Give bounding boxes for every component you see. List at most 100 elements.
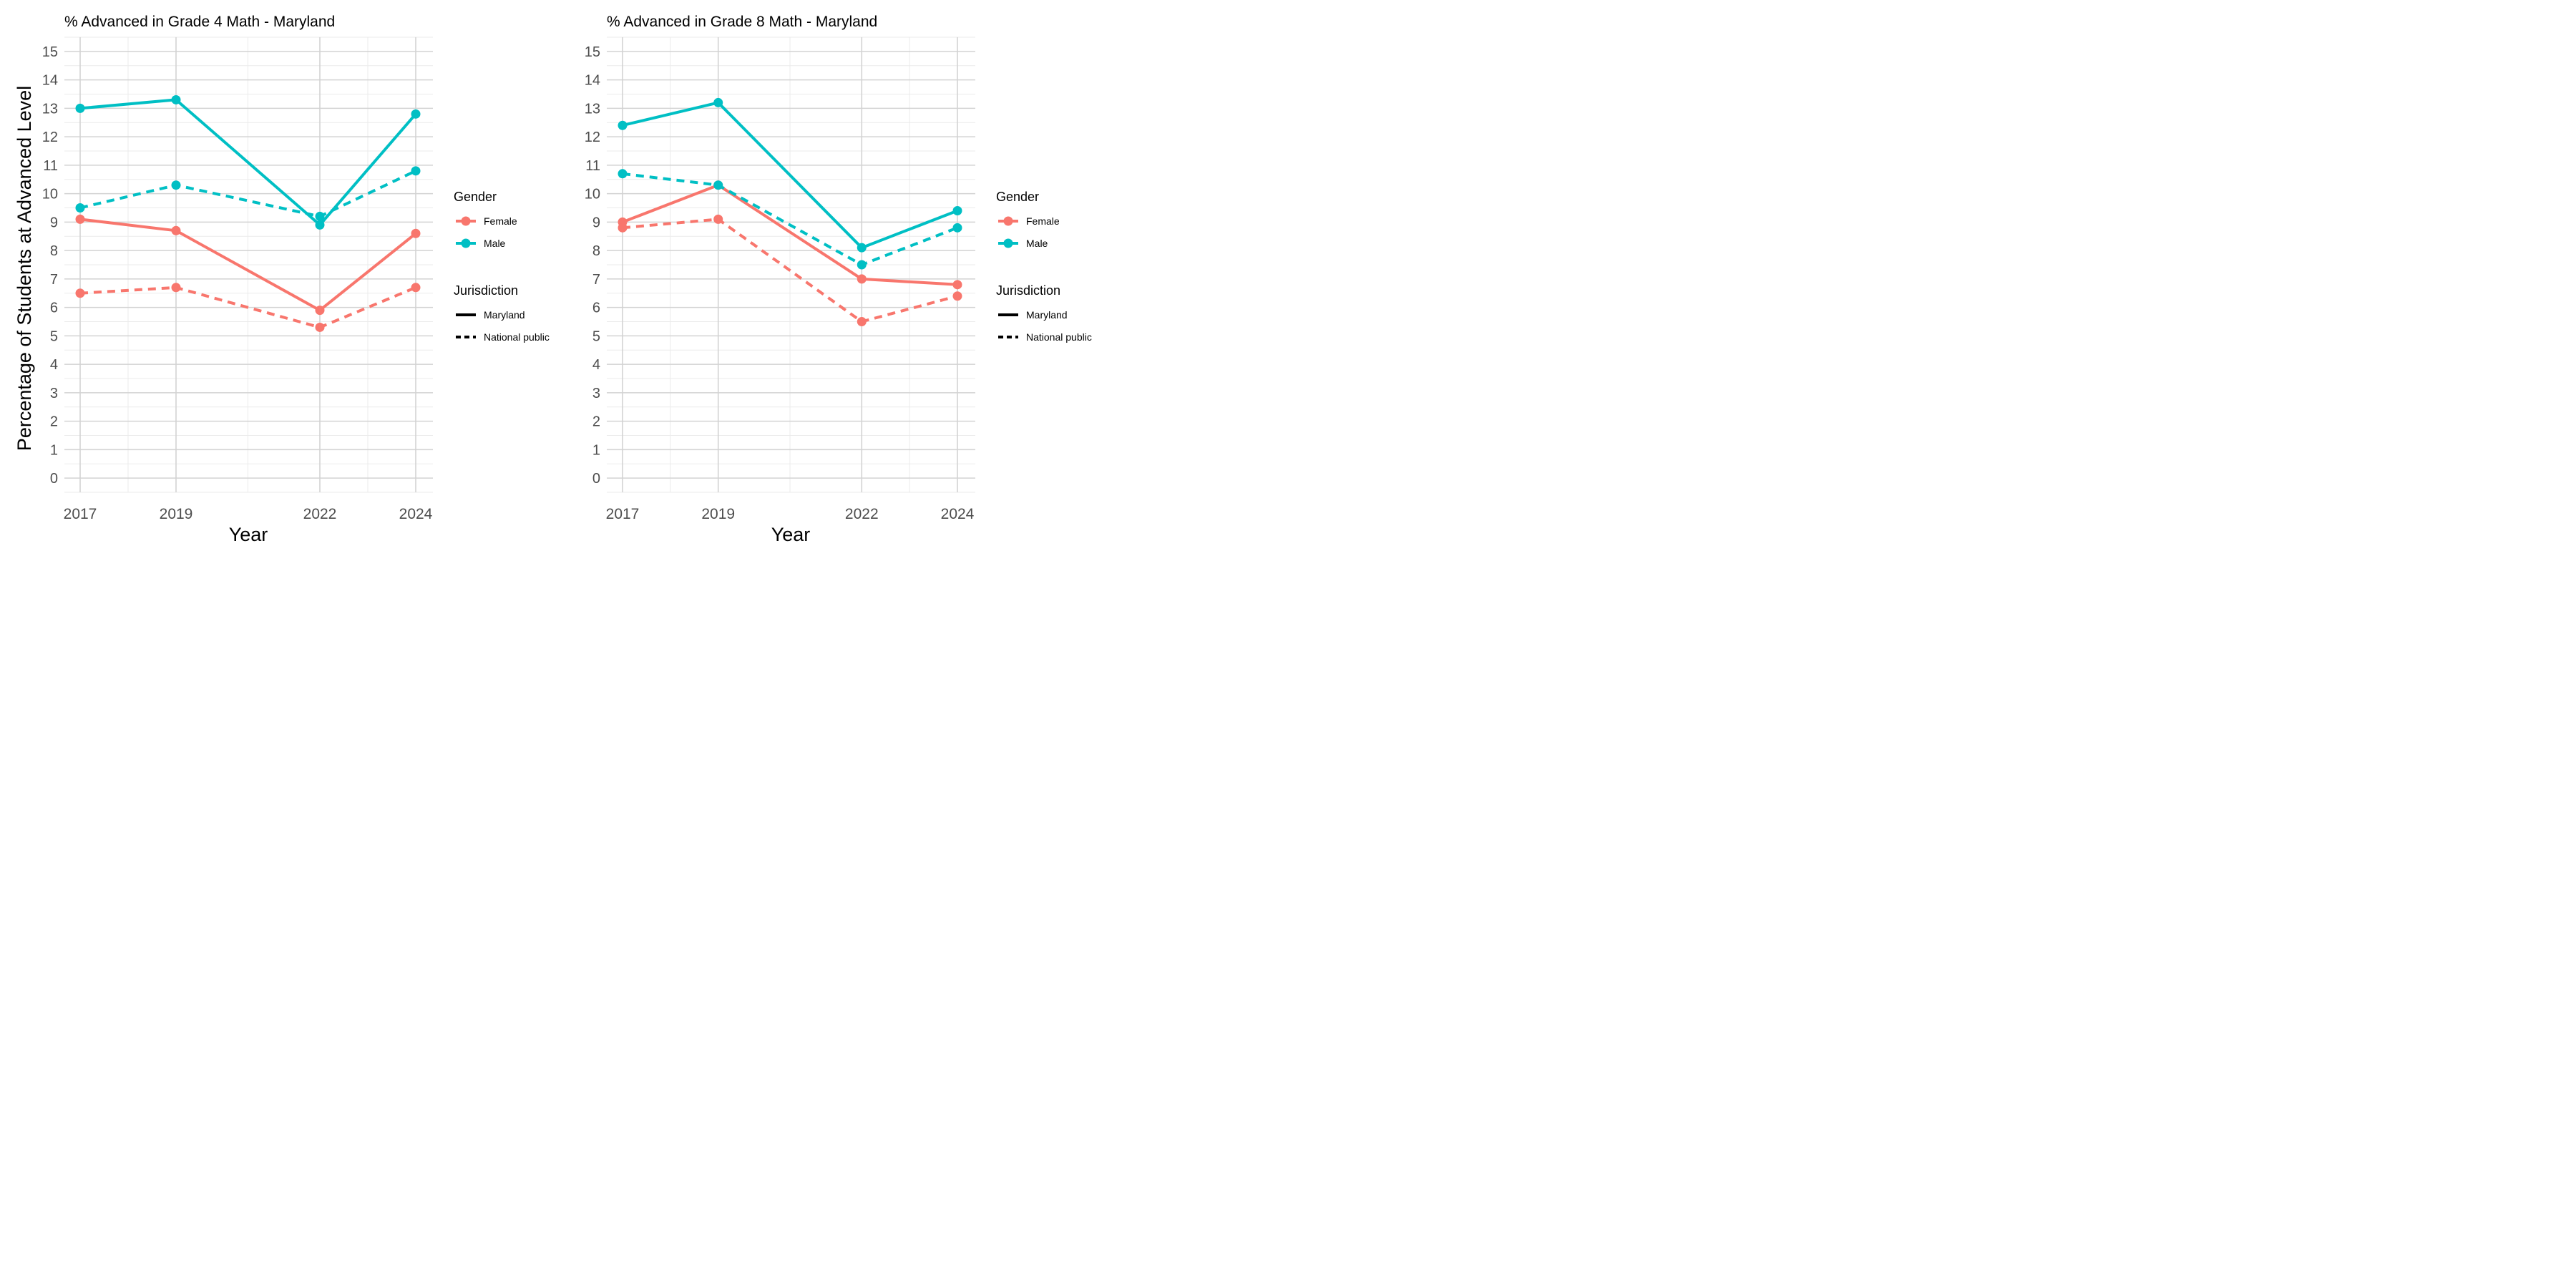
data-point	[171, 94, 181, 104]
y-tick-label: 2	[50, 414, 58, 430]
x-tick-label: 2024	[399, 506, 433, 522]
y-tick-label: 2	[592, 414, 600, 430]
y-tick-label: 6	[50, 301, 58, 316]
y-tick-label: 9	[50, 215, 58, 230]
chart-figure: Percentage of Students at Advanced Level…	[14, 14, 1092, 545]
data-point	[618, 120, 628, 130]
shared-y-axis-label: Percentage of Students at Advanced Level	[14, 86, 35, 451]
legend-title-jurisdiction: Jurisdiction	[996, 283, 1060, 298]
legend-title-gender: Gender	[454, 190, 497, 204]
data-point	[857, 317, 867, 326]
data-point	[952, 280, 962, 290]
figure: Percentage of Students at Advanced Level…	[0, 0, 1122, 561]
legend-label: Female	[484, 215, 517, 227]
y-tick-label: 0	[592, 471, 600, 487]
y-tick-label: 7	[592, 272, 600, 288]
y-tick-label: 14	[42, 73, 58, 89]
legend-label: Male	[1026, 238, 1048, 249]
data-point	[315, 322, 325, 332]
y-tick-label: 7	[50, 272, 58, 288]
chart-title: % Advanced in Grade 4 Math - Maryland	[64, 14, 335, 30]
data-point	[75, 214, 85, 224]
x-tick-label: 2019	[160, 506, 193, 522]
y-tick-label: 4	[50, 357, 58, 373]
series-line-female-national-public	[622, 218, 958, 323]
legend-key-dot	[1003, 216, 1013, 226]
y-tick-label: 3	[592, 386, 600, 401]
y-tick-label: 11	[585, 158, 600, 174]
data-point	[857, 243, 867, 253]
y-tick-label: 5	[50, 328, 58, 344]
x-axis-label: Year	[771, 524, 811, 545]
y-tick-label: 1	[50, 442, 58, 458]
x-tick-label: 2022	[303, 506, 337, 522]
legend-title-jurisdiction: Jurisdiction	[454, 283, 518, 298]
data-point	[411, 166, 421, 176]
legend-grade8: Gender Female Male Jurisdiction Maryland Nati…	[996, 190, 1092, 343]
y-tick-label: 6	[592, 301, 600, 316]
data-point	[618, 169, 628, 179]
data-point	[713, 97, 723, 107]
y-tick-label: 4	[592, 357, 600, 373]
data-point	[618, 223, 628, 233]
y-tick-label: 12	[42, 130, 58, 145]
data-point	[411, 228, 421, 238]
y-tick-label: 8	[592, 243, 600, 259]
y-tick-label: 15	[585, 44, 600, 60]
data-point	[171, 180, 181, 190]
data-point	[315, 306, 325, 316]
chart-panel-grade4: % Advanced in Grade 4 Math - Maryland Ye…	[42, 14, 433, 545]
x-axis-label: Year	[229, 524, 268, 545]
series-line-female-national-public	[79, 286, 416, 329]
y-tick-label: 1	[592, 442, 600, 458]
data-point	[171, 283, 181, 293]
y-tick-label: 0	[50, 471, 58, 487]
data-point	[75, 288, 85, 298]
legend-key-dot	[1003, 238, 1013, 248]
y-tick-label: 5	[592, 328, 600, 344]
data-point	[713, 180, 723, 190]
x-tick-label: 2022	[845, 506, 879, 522]
series-line-male-maryland	[79, 98, 417, 227]
chart-panel-grade8: % Advanced in Grade 8 Math - Maryland Ye…	[585, 14, 975, 545]
y-tick-label: 13	[42, 101, 58, 117]
data-point	[411, 109, 421, 119]
y-tick-label: 3	[50, 386, 58, 401]
x-tick-label: 2017	[606, 506, 640, 522]
data-point	[952, 291, 962, 301]
data-point	[75, 103, 85, 113]
chart-title: % Advanced in Grade 8 Math - Maryland	[607, 14, 877, 30]
legend-label: Male	[484, 238, 506, 249]
x-tick-label: 2024	[941, 506, 975, 522]
y-tick-label: 9	[592, 215, 600, 230]
data-point	[411, 283, 421, 293]
data-point	[713, 214, 723, 224]
legend-grade4: Gender Female Male Jurisdiction Maryland Nati…	[454, 190, 550, 343]
data-point	[171, 225, 181, 235]
legend-key-dot	[461, 238, 471, 248]
legend-label: Maryland	[1026, 309, 1068, 321]
data-point	[315, 211, 325, 221]
y-tick-label: 11	[43, 158, 58, 174]
legend-key-dot	[461, 216, 471, 226]
data-point	[75, 203, 85, 213]
x-tick-label: 2019	[701, 506, 735, 522]
series-line-female-maryland	[79, 218, 417, 312]
data-point	[857, 274, 867, 284]
legend-label: National public	[484, 331, 550, 343]
data-point	[952, 205, 962, 215]
series-line-male-maryland	[622, 101, 958, 250]
y-tick-label: 10	[42, 187, 58, 203]
y-tick-label: 12	[585, 130, 600, 145]
legend-label: Female	[1026, 215, 1060, 227]
legend-label: National public	[1026, 331, 1092, 343]
legend-title-gender: Gender	[996, 190, 1039, 204]
data-point	[857, 260, 867, 270]
x-tick-label: 2017	[64, 506, 97, 522]
y-tick-label: 8	[50, 243, 58, 259]
data-point	[952, 223, 962, 233]
data-point	[315, 220, 325, 230]
legend-label: Maryland	[484, 309, 525, 321]
